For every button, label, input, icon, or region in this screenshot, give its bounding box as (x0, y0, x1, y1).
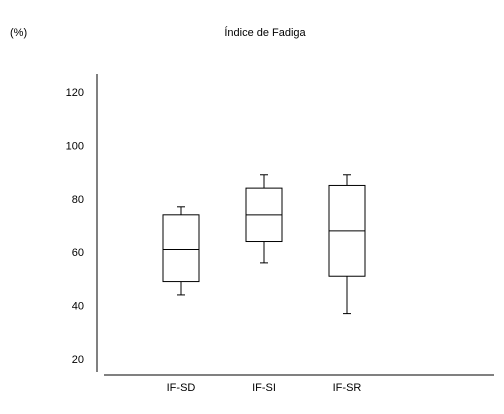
y-tick-label: 100 (66, 140, 84, 152)
box-series (162, 174, 366, 315)
y-tick-label: 80 (72, 194, 84, 206)
x-category-labels: IF-SD IF-SI IF-SR (167, 382, 362, 394)
y-tick-label: 60 (72, 247, 84, 259)
box-plot-if-sd (162, 206, 200, 296)
y-unit-label: (%) (10, 27, 27, 39)
y-tick-label: 40 (72, 301, 84, 313)
chart-title: Índice de Fadiga (224, 26, 306, 39)
x-category-label: IF-SD (167, 382, 196, 394)
y-tick-label: 120 (66, 87, 84, 99)
y-tick-label: 20 (72, 354, 84, 366)
box-plot-if-sr (328, 174, 366, 315)
x-category-label: IF-SI (252, 382, 276, 394)
iqr-box (162, 214, 200, 283)
box-plot-if-si (245, 174, 283, 264)
x-category-label: IF-SR (333, 382, 362, 394)
y-tick-labels: 20 40 60 80 100 120 (66, 87, 84, 366)
